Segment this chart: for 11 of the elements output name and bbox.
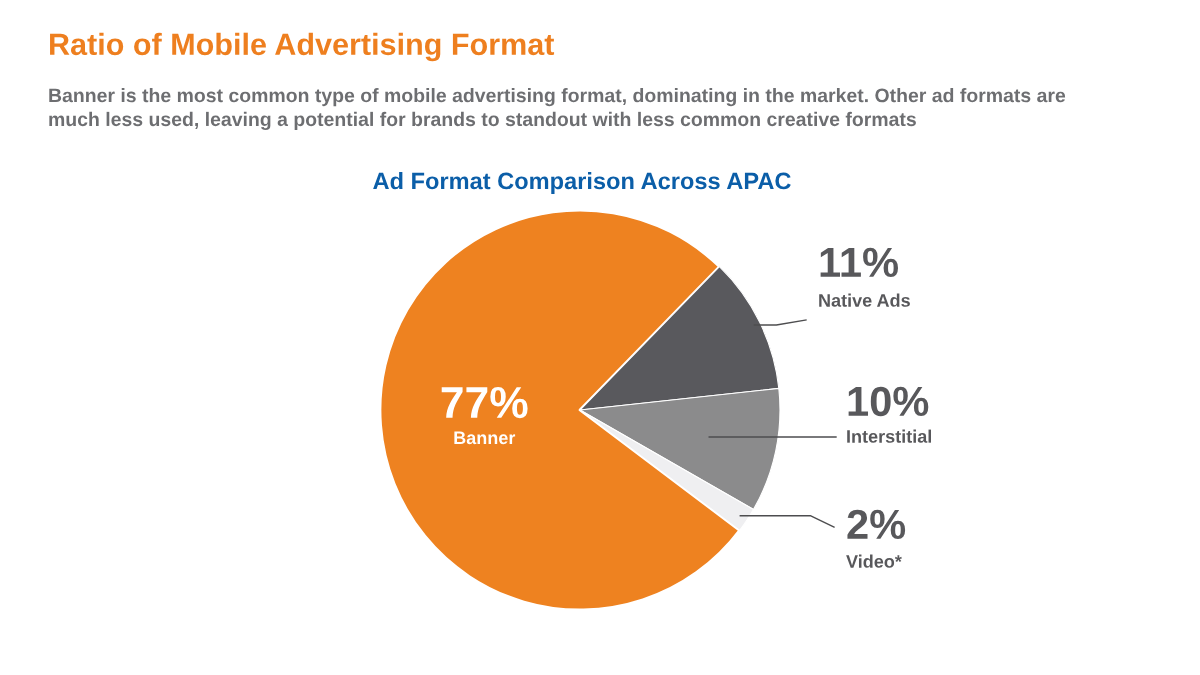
text: Ad Format Comparison Across APAC	[373, 172, 791, 194]
chart-subtitle: Banner is the most common type of mobile advertising format, dominating in the market. Other ad formats are much less used, leaving a potential for brands to standout with less common creative formats	[49, 88, 1066, 131]
chart-title: Ratio of Mobile Advertising Format	[50, 32, 555, 62]
data-label: 10%	[848, 386, 929, 417]
data-label: 2%	[847, 509, 906, 540]
slice-label: Video*	[846, 554, 902, 568]
slice-label: Banner	[454, 431, 516, 445]
data-label: 77%	[441, 386, 528, 419]
slice-label: Native Ads	[819, 293, 910, 307]
slice-label: Interstitial	[847, 429, 932, 443]
data-label: 11%	[820, 247, 898, 278]
